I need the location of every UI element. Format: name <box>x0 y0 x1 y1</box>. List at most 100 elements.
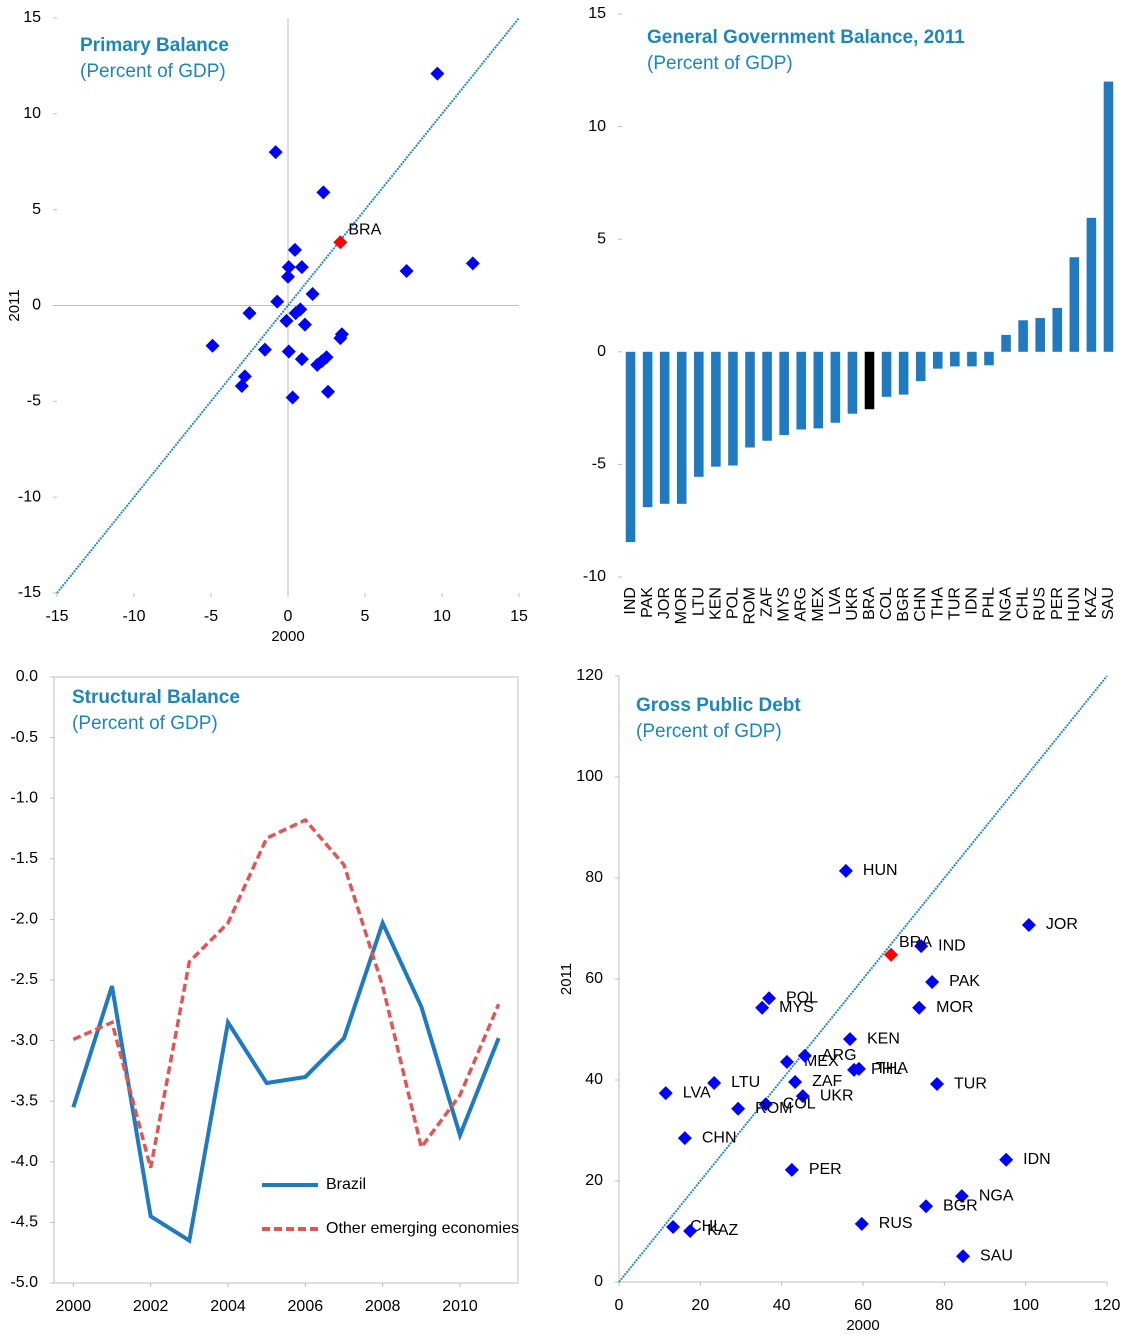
y-tick-label: -5 <box>27 393 41 410</box>
bar <box>881 351 892 397</box>
legend-label: Brazil <box>326 1176 366 1193</box>
chart-subtitle: (Percent of GDP) <box>636 721 782 742</box>
point-label: PAK <box>949 973 980 990</box>
point <box>854 1216 869 1231</box>
point <box>268 145 283 160</box>
point <box>795 1089 810 1104</box>
bar <box>1001 334 1011 352</box>
point <box>465 256 480 271</box>
bar <box>847 351 858 414</box>
point <box>731 1101 746 1116</box>
point <box>281 260 296 275</box>
y-tick-label: 0.0 <box>16 668 38 685</box>
x-tick-label: NGA <box>998 587 1015 622</box>
y-tick-label: 80 <box>585 869 603 886</box>
x-tick-label: ARG <box>793 587 810 622</box>
point-label: PHL <box>871 1061 902 1078</box>
point <box>930 1077 945 1092</box>
point-label: IDN <box>1023 1151 1051 1168</box>
x-tick-label: MYS <box>776 587 793 622</box>
chart-title: General Government Balance, 2011 <box>647 27 965 48</box>
point-label: MYS <box>779 999 814 1016</box>
point-label: KAZ <box>707 1222 738 1239</box>
x-axis-title: 2000 <box>271 628 304 645</box>
x-tick-label: ZAF <box>759 587 776 617</box>
point-label: TUR <box>954 1075 987 1092</box>
bar <box>1035 318 1045 352</box>
point-label: ROM <box>755 1100 792 1117</box>
point <box>912 1000 927 1015</box>
point-label: THA <box>876 1060 908 1077</box>
line-series <box>71 917 501 1244</box>
y-tick-label: 0 <box>597 343 606 360</box>
y-tick-label: -2.5 <box>10 971 38 988</box>
x-tick-label: MOR <box>673 587 690 624</box>
point <box>847 1062 862 1077</box>
x-tick-label: 5 <box>361 608 370 625</box>
point <box>430 66 445 81</box>
point <box>294 352 309 367</box>
x-tick-label: MEX <box>810 587 827 622</box>
x-tick-label: CHN <box>912 587 929 622</box>
chart-subtitle: (Percent of GDP) <box>80 61 226 82</box>
diagonal-line <box>618 675 1108 1283</box>
point-label: RUS <box>879 1215 913 1232</box>
bar <box>659 351 670 504</box>
x-tick-label: SAU <box>1100 587 1117 620</box>
x-tick-label: PHL <box>980 587 997 618</box>
bar <box>745 351 755 448</box>
bar <box>813 351 824 429</box>
point <box>914 939 929 954</box>
point <box>788 1075 803 1090</box>
x-tick-label: IDN <box>963 587 980 615</box>
bar <box>830 351 841 423</box>
point <box>797 1048 812 1063</box>
bar <box>676 351 687 504</box>
x-tick-label: 2000 <box>56 1298 92 1315</box>
point <box>755 1000 770 1015</box>
point-label: HUN <box>863 862 898 879</box>
y-tick-label: 20 <box>585 1172 603 1189</box>
x-tick-label: 120 <box>1094 1297 1121 1314</box>
x-tick-label: 0 <box>615 1297 624 1314</box>
x-tick-label: 80 <box>935 1297 953 1314</box>
bar <box>1052 307 1063 352</box>
y-tick-label: 120 <box>576 667 603 684</box>
y-tick-label: 10 <box>588 118 606 135</box>
y-tick-label: -4.0 <box>10 1153 38 1170</box>
x-tick-label: HUN <box>1066 587 1083 622</box>
plot-frame <box>53 676 519 1284</box>
bar <box>728 351 738 466</box>
x-tick-label: 2010 <box>442 1298 478 1315</box>
point <box>287 242 302 257</box>
point-label: BRA <box>899 934 932 951</box>
y-tick-label: 5 <box>32 201 41 218</box>
y-tick-label: -2.0 <box>10 911 38 928</box>
x-tick-label: 0 <box>284 608 293 625</box>
legend-label: Other emerging economies <box>326 1220 519 1237</box>
x-tick-label: THA <box>929 587 946 619</box>
point <box>884 947 899 962</box>
y-tick-label: 15 <box>588 5 606 22</box>
point-label: KEN <box>867 1030 900 1047</box>
x-tick-label: -15 <box>45 608 68 625</box>
x-tick-label: LVA <box>827 587 844 615</box>
y-tick-label: -4.5 <box>10 1214 38 1231</box>
bar <box>762 351 772 441</box>
x-tick-label: PAK <box>639 587 656 618</box>
point <box>321 384 336 399</box>
point-label: ZAF <box>812 1073 842 1090</box>
y-tick-label: -1.5 <box>10 850 38 867</box>
line-series <box>72 817 501 1169</box>
x-tick-label: 10 <box>433 608 451 625</box>
bar <box>642 351 653 508</box>
bar <box>779 351 789 436</box>
point <box>399 264 414 278</box>
x-tick-label: JOR <box>656 587 673 619</box>
point <box>956 1249 971 1264</box>
chart-subtitle: (Percent of GDP) <box>647 53 793 74</box>
point <box>281 269 295 284</box>
x-tick-label: BGR <box>895 587 912 622</box>
x-tick-label: TUR <box>946 587 963 620</box>
point <box>294 260 309 275</box>
